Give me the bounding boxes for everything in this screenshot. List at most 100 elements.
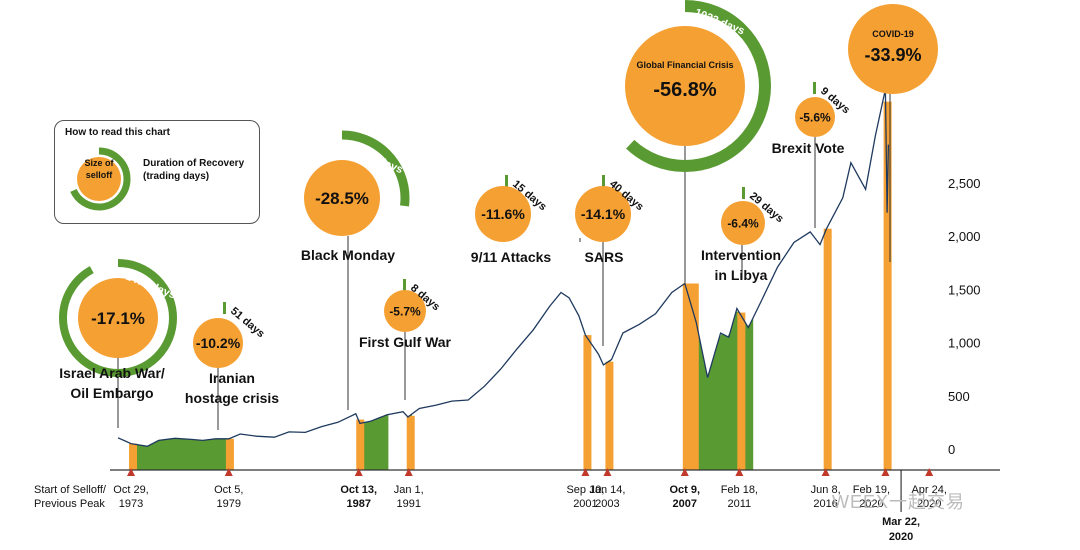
legend-ring-icon	[67, 147, 131, 211]
x-tick-marker-0	[127, 468, 136, 476]
selloff-circle-0	[78, 278, 158, 358]
x-axis: Start of Selloff/Previous Peak Oct 29, 197…	[34, 468, 1000, 543]
x-tick-marker-6	[680, 468, 689, 476]
x-tick-year-4: 2001	[573, 498, 597, 510]
x-tick-marker-1	[224, 468, 233, 476]
x-tick-label-2: Oct 13,	[340, 484, 377, 496]
event-name-line2-1: hostage crisis	[185, 390, 279, 406]
x-tick-marker-2	[354, 468, 363, 476]
recovery-tick-4	[505, 175, 508, 187]
x-tick-label-1: Oct 5,	[214, 484, 243, 496]
selloff-circle-6	[625, 26, 745, 146]
x-tick-marker-5	[603, 468, 612, 476]
trough-date: Mar 22,	[882, 516, 920, 528]
selloff-pct-7: -6.4%	[727, 216, 759, 230]
selloff-pct-0: -17.1%	[91, 309, 145, 328]
x-tick-label-7: Feb 18,	[721, 484, 758, 496]
selloff-pct-8: -5.6%	[799, 110, 831, 124]
selloff-bar-1	[225, 438, 234, 470]
recovery-area-2	[358, 414, 389, 470]
recovery-tick-1	[223, 302, 226, 314]
selloff-bar-4	[583, 335, 592, 470]
selloff-circle-8	[795, 97, 835, 137]
x-tick-marker-8	[821, 468, 830, 476]
selloff-circle-5	[575, 186, 631, 242]
x-tick-year-1: 1979	[217, 498, 241, 510]
selloff-circle-9	[848, 4, 938, 94]
selloff-bar-0	[129, 443, 138, 470]
selloff-pct-5: -14.1%	[581, 206, 626, 222]
selloff-bar-2	[356, 419, 365, 470]
y-tick-label-2: 1,000	[948, 336, 981, 351]
selloff-circle-7	[721, 201, 765, 245]
selloff-bar-9	[883, 101, 892, 471]
x-tick-label-5: Jan 14,	[589, 484, 625, 496]
watermark: WEEX一起交易	[832, 492, 966, 512]
selloff-bar-7	[737, 312, 746, 470]
x-tick-marker-10	[925, 468, 934, 476]
x-tick-year-7: 2011	[728, 498, 752, 510]
recovery-area-6	[684, 283, 754, 470]
event-name-3: First Gulf War	[359, 334, 452, 350]
x-tick-marker-9	[881, 468, 890, 476]
x-tick-year-0: 1973	[119, 498, 143, 510]
legend-duration-label: Duration of Recovery (trading days)	[143, 158, 245, 182]
event-name-0: Israel Arab War/	[59, 365, 165, 381]
event-name-5: SARS	[585, 249, 624, 265]
x-tick-marker-4	[581, 468, 590, 476]
event-name-2: Black Monday	[301, 247, 395, 263]
index-line-layer	[117, 89, 890, 447]
y-axis-ticks: 0 500 1,000 1,500 2,000 2,500	[948, 176, 981, 457]
selloff-bar-8	[823, 228, 832, 470]
selloff-bar-5	[605, 361, 614, 470]
x-tick-year-8: 2016	[813, 498, 837, 510]
event-name-line2-0: Oil Embargo	[70, 385, 153, 401]
x-tick-label-9: Feb 19,	[853, 484, 890, 496]
y-tick-label-1: 500	[948, 389, 970, 404]
recovery-tick-8	[813, 82, 816, 94]
selloff-pct-9: -33.9%	[864, 45, 921, 65]
event-name-line2-7: in Libya	[715, 267, 768, 283]
x-tick-label-4: Sep 10,	[566, 484, 604, 496]
y-tick-label-3: 1,500	[948, 282, 981, 297]
selloff-circle-2	[304, 160, 380, 236]
x-tick-marker-7	[735, 468, 744, 476]
x-axis-title-2: Previous Peak	[34, 498, 105, 510]
selloff-pct-4: -11.6%	[481, 206, 525, 222]
x-tick-label-0: Oct 29,	[113, 484, 148, 496]
selloff-circle-3	[384, 290, 426, 332]
legend-box: How to read this chart Size of selloff D…	[54, 120, 260, 224]
selloff-circle-1	[193, 318, 243, 368]
selloff-bar-6	[682, 283, 699, 470]
x-tick-label-6: Oct 9,	[669, 484, 700, 496]
recovery-ring-0	[59, 259, 177, 377]
trough-year: 2020	[889, 531, 913, 543]
selloff-pct-2: -28.5%	[315, 189, 369, 208]
recovery-tick-7	[742, 187, 745, 199]
event-name-in-circle-9: COVID-19	[872, 29, 914, 39]
selloff-circle-4	[475, 186, 531, 242]
selloff-bar-3	[406, 415, 415, 470]
x-tick-year-2: 1987	[346, 498, 370, 510]
y-tick-label-4: 2,000	[948, 229, 981, 244]
selloff-bars	[129, 101, 892, 471]
x-tick-year-6: 2007	[673, 498, 697, 510]
y-tick-label-5: 2,500	[948, 176, 981, 191]
recovery-tick-3	[403, 279, 406, 291]
legend-size-label: Size of selloff	[84, 158, 114, 180]
sp500-line	[117, 89, 890, 447]
selloff-pct-3: -5.7%	[389, 304, 421, 318]
event-name-4: 9/11 Attacks	[471, 249, 552, 265]
x-tick-year-9: 2020	[859, 498, 883, 510]
recovery-ring-6	[599, 0, 771, 172]
recovery-tick-5	[602, 175, 605, 187]
legend-title: How to read this chart	[65, 127, 171, 138]
event-name-1: Iranian	[209, 370, 255, 386]
x-tick-year-5: 2003	[595, 498, 619, 510]
event-name-in-circle-6: Global Financial Crisis	[636, 60, 733, 70]
recovery-area-0	[131, 438, 229, 470]
y-tick-label-0: 0	[948, 442, 955, 457]
event-name-7: Intervention	[701, 247, 781, 263]
selloff-pct-1: -10.2%	[196, 335, 241, 351]
